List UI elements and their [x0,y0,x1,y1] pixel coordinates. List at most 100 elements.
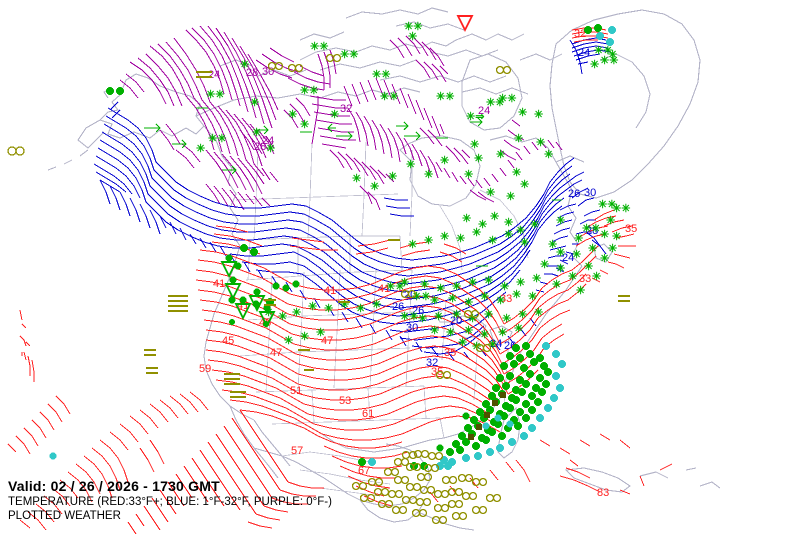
svg-text:83: 83 [597,487,609,499]
svg-text:✳: ✳ [536,137,545,149]
svg-text:24: 24 [262,135,274,147]
svg-text:✳: ✳ [608,243,617,255]
svg-text:✳✳: ✳✳ [206,89,224,101]
svg-text:26: 26 [392,301,404,313]
svg-text:✳: ✳ [498,327,507,339]
svg-text:✳: ✳ [196,143,205,155]
svg-text:✳: ✳ [408,239,417,251]
svg-text:24: 24 [208,69,220,81]
svg-text:✳: ✳ [516,277,525,289]
svg-text:33: 33 [579,273,591,285]
svg-text:67: 67 [358,465,370,477]
svg-text:✳: ✳ [530,219,539,231]
svg-text:✳: ✳ [592,271,601,283]
snow-symbol-group: ✳✳✳ ✳✳ ✳✳ ✳✳ ✳✳ ✳✳ ✳✳ ✳ ✳✳ ✳ ✳ ✳✳ ✳ ✳ ✳ ✳… [196,21,630,353]
svg-text:✳: ✳ [452,281,461,293]
svg-text:✳✳: ✳✳ [380,91,398,103]
svg-text:✳: ✳ [608,49,617,61]
svg-text:✳: ✳ [418,313,427,325]
frigid-contour-layer [119,25,563,211]
svg-text:✳: ✳ [514,133,523,145]
svg-text:✳: ✳ [480,291,489,303]
svg-text:✳: ✳ [470,139,479,151]
svg-text:✳: ✳ [352,173,361,185]
svg-text:30: 30 [584,187,596,199]
svg-text:✳: ✳ [458,337,467,349]
svg-text:✳✳: ✳✳ [498,93,516,105]
svg-text:✳✳: ✳✳ [386,281,404,293]
svg-text:26: 26 [568,188,580,200]
svg-text:✳✳: ✳✳ [598,199,616,211]
svg-text:✳: ✳ [496,295,505,307]
svg-text:32: 32 [574,28,586,40]
svg-text:✳: ✳ [284,335,293,347]
blowing-snow-arrow-group [144,107,562,267]
svg-text:✳: ✳ [446,327,455,339]
svg-text:✳: ✳ [496,149,505,161]
svg-text:57: 57 [291,445,303,457]
svg-text:✳✳: ✳✳ [436,91,454,103]
svg-text:✳: ✳ [264,307,273,319]
haze-icon [7,146,25,156]
svg-text:✳: ✳ [606,215,615,227]
svg-text:✳✳: ✳✳ [310,41,328,53]
svg-text:✳: ✳ [240,59,249,71]
svg-text:✳: ✳ [512,289,521,301]
svg-text:✳: ✳ [600,253,609,265]
svg-text:✳: ✳ [300,331,309,343]
svg-text:✳✳: ✳✳ [486,97,504,109]
svg-text:✳: ✳ [434,311,443,323]
svg-text:✳: ✳ [252,127,261,139]
station-dot-group-greenland [358,24,602,466]
svg-text:✳: ✳ [520,179,529,191]
svg-text:24: 24 [578,47,590,59]
svg-text:✳: ✳ [504,229,513,241]
svg-text:32: 32 [426,357,438,369]
svg-text:26: 26 [412,305,424,317]
svg-text:✳: ✳ [424,235,433,247]
svg-text:✳: ✳ [472,227,481,239]
svg-text:✳: ✳ [420,279,429,291]
svg-text:✳✳: ✳✳ [594,45,612,57]
svg-text:✳: ✳ [534,109,543,121]
plotted-weather-layer: ✳✳✳ ✳✳ ✳✳ ✳✳ ✳✳ ✳✳ ✳✳ ✳ ✳✳ ✳ ✳ ✳✳ ✳ ✳ ✳ ✳… [7,15,630,525]
svg-text:20: 20 [404,289,416,301]
svg-text:✳: ✳ [512,167,521,179]
svg-text:✳: ✳ [430,295,439,307]
svg-text:✳: ✳ [488,339,497,351]
svg-text:✳✳: ✳✳ [612,203,630,215]
svg-text:✳: ✳ [440,155,449,167]
svg-text:✳: ✳ [520,237,529,249]
svg-text:✳✳: ✳✳ [412,291,430,303]
svg-text:✳: ✳ [506,191,515,203]
svg-text:35: 35 [625,223,637,235]
svg-text:24: 24 [562,252,574,264]
svg-text:✳: ✳ [576,285,585,297]
svg-text:✳: ✳ [250,97,259,109]
svg-text:30: 30 [406,322,418,334]
svg-text:✳: ✳ [370,181,379,193]
svg-text:✳: ✳ [548,239,557,251]
svg-text:✳: ✳ [568,271,577,283]
svg-text:24: 24 [478,105,490,117]
caption-plotted-weather: PLOTTED WEATHER [8,510,121,522]
fog-symbol-group [144,71,630,398]
svg-text:24: 24 [490,338,502,350]
svg-text:✳: ✳ [452,309,461,321]
caption-valid-time: Valid: 02 / 26 / 2026 - 1730 GMT [8,478,220,494]
svg-text:✳: ✳ [518,309,527,321]
svg-text:✳: ✳ [474,153,483,165]
svg-text:41: 41 [324,285,336,297]
svg-text:✳: ✳ [484,275,493,287]
svg-text:✳: ✳ [528,291,537,303]
svg-text:✳: ✳ [308,301,317,313]
svg-text:✳: ✳ [502,313,511,325]
svg-text:✳✳: ✳✳ [600,55,618,67]
svg-text:✳: ✳ [532,273,541,285]
svg-text:✳: ✳ [518,107,527,119]
svg-text:35: 35 [431,366,443,378]
svg-text:✳: ✳ [490,211,499,223]
